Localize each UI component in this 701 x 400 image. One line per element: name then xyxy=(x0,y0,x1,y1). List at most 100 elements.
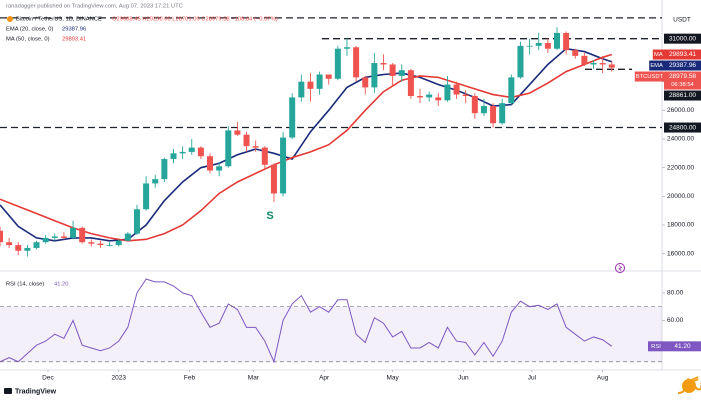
candle-body xyxy=(572,50,579,56)
candle-body xyxy=(225,130,232,167)
candle-body xyxy=(426,94,433,98)
price-tag-prefix xyxy=(648,341,664,352)
candle-body xyxy=(325,74,332,79)
brand-logo xyxy=(4,388,12,394)
candle-body xyxy=(371,63,378,88)
candle-body xyxy=(462,94,469,96)
candle-body xyxy=(389,64,396,76)
candle-body xyxy=(234,130,241,135)
ohlc-readout: O29088.45 H29230.00 L28701.00 C28979.58 … xyxy=(112,17,278,23)
candle-body xyxy=(243,134,250,147)
label-layer: Dec 2023 Feb Mar Apr May Jun Jul Aug USDT 16000.00… xyxy=(6,17,701,382)
background-layer xyxy=(0,17,665,372)
price-tag-prefix xyxy=(634,71,664,82)
x-tick-label: Dec xyxy=(42,375,54,382)
candle-body xyxy=(143,183,150,210)
candle-body xyxy=(334,48,341,79)
indicator-legend-value: 29387.96 xyxy=(62,27,86,33)
candle-body xyxy=(179,151,186,154)
candle-body xyxy=(353,47,360,78)
price-tag-value: 29893.41 xyxy=(669,51,696,58)
candle-body xyxy=(581,55,588,65)
candle-body xyxy=(115,240,122,246)
candle-body xyxy=(124,233,131,241)
currency-label: USDT xyxy=(673,17,691,24)
x-tick-label: 2023 xyxy=(111,375,126,382)
candle-body xyxy=(97,243,104,246)
x-tick-label: Aug xyxy=(597,375,609,382)
candle-body xyxy=(261,147,268,165)
annotation: S xyxy=(266,210,273,222)
symbol-title: Bitcoin / TetherUS, 1D, BINANCE xyxy=(16,17,102,23)
x-tick-label: Jun xyxy=(458,375,469,382)
candle-body xyxy=(490,106,497,124)
x-tick-label: Jul xyxy=(528,375,537,382)
price-tag-prefix xyxy=(649,60,664,71)
candle-body xyxy=(51,236,58,238)
candle-body xyxy=(197,147,204,157)
candle-body xyxy=(60,236,67,238)
series-layer xyxy=(0,27,615,364)
price-tag xyxy=(664,122,701,133)
y-tick-label: 22000.00 xyxy=(667,164,694,171)
x-tick-label: Feb xyxy=(184,375,196,382)
y-tick-label: 24000.00 xyxy=(667,136,694,143)
candle-body xyxy=(563,32,570,51)
candle-body xyxy=(535,42,542,46)
candle-body xyxy=(33,242,40,248)
indicator-legend-value: 29893.41 xyxy=(62,37,86,43)
price-tag-value: 24800.00 xyxy=(669,124,696,131)
candle-body xyxy=(280,137,287,194)
y-tick-label: 60.00 xyxy=(667,317,684,324)
candle-body xyxy=(188,147,195,152)
y-tick-label: 26000.00 xyxy=(667,107,694,114)
candle-body xyxy=(170,153,177,160)
candle-body xyxy=(15,245,22,251)
brand-name: TradingView xyxy=(15,388,57,395)
y-tick-label: 80.00 xyxy=(667,290,684,297)
candle-body xyxy=(216,166,223,171)
candle-body xyxy=(70,227,77,238)
candle-body xyxy=(307,81,314,89)
candle-body xyxy=(590,63,597,65)
indicator-line xyxy=(0,53,613,242)
candle-body xyxy=(553,32,560,49)
candle-body xyxy=(289,97,296,138)
price-tag xyxy=(664,49,701,60)
candle-body xyxy=(362,77,369,88)
price-tag xyxy=(664,71,701,90)
candle-body xyxy=(24,247,31,251)
publish-header: ranadagger published on TradingView.com,… xyxy=(6,4,183,10)
symbol-icon xyxy=(7,16,13,22)
rsi-legend-value: 41.20 xyxy=(54,282,69,288)
price-tag-value: 31000.00 xyxy=(669,35,696,42)
price-tag-prefix-label: EMA xyxy=(650,63,663,69)
price-tag-value: 29387.96 xyxy=(669,62,696,69)
price-tag-value: 41.20 xyxy=(674,343,691,350)
x-tick-label: Mar xyxy=(248,375,260,382)
candle-body xyxy=(608,64,615,68)
price-tag xyxy=(664,90,701,101)
candle-body xyxy=(298,81,305,98)
event-icon[interactable] xyxy=(615,263,625,273)
price-tag xyxy=(664,341,701,352)
price-tag xyxy=(664,60,701,71)
candle-body xyxy=(417,96,424,98)
candle-body xyxy=(444,84,451,101)
candle-body xyxy=(380,63,387,65)
price-tag-value: 28861.00 xyxy=(669,92,696,99)
candle-body xyxy=(207,156,214,171)
x-tick-label: May xyxy=(386,375,399,382)
candle-body xyxy=(508,77,515,104)
rsi-band xyxy=(0,306,662,362)
candle-body xyxy=(88,242,95,244)
y-tick-label: 18000.00 xyxy=(667,222,694,229)
candle-body xyxy=(499,103,506,124)
candle-body xyxy=(161,159,168,180)
candle-body xyxy=(407,70,414,96)
candle-body xyxy=(316,74,323,89)
watermark-text: کریپتونگار xyxy=(678,376,701,395)
candle-body xyxy=(270,164,277,194)
